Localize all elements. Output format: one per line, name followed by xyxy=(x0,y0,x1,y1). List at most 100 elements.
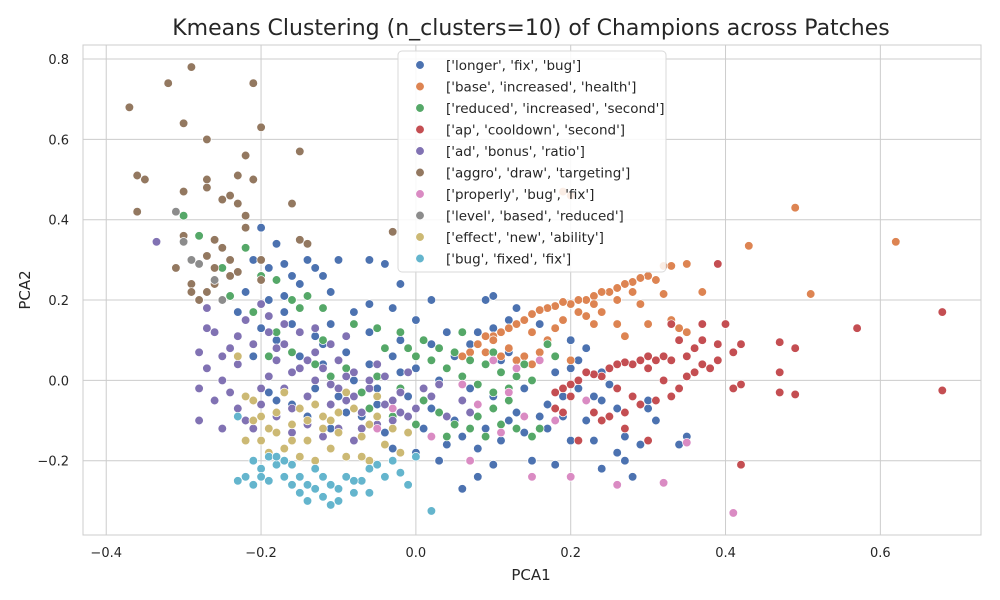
data-point xyxy=(550,367,560,377)
data-point xyxy=(217,263,227,273)
data-point xyxy=(318,335,328,345)
data-point xyxy=(627,287,638,297)
data-point xyxy=(937,307,947,317)
data-point xyxy=(287,480,297,490)
data-point xyxy=(465,383,475,394)
data-point xyxy=(573,355,584,365)
data-point xyxy=(535,423,545,434)
data-point xyxy=(395,448,406,458)
data-point xyxy=(627,277,638,287)
data-point xyxy=(527,431,537,442)
data-point xyxy=(442,327,452,337)
data-point xyxy=(248,456,258,466)
data-point xyxy=(566,379,576,390)
data-point xyxy=(426,339,437,349)
data-point xyxy=(326,339,336,349)
data-point xyxy=(496,367,506,377)
data-point xyxy=(357,431,367,442)
data-point xyxy=(310,375,320,386)
legend-label: ['effect', 'new', 'ability'] xyxy=(446,230,604,246)
data-point xyxy=(395,387,406,398)
data-point xyxy=(202,174,212,185)
data-point xyxy=(589,391,599,402)
data-point xyxy=(217,351,227,361)
data-point xyxy=(488,387,498,398)
data-point xyxy=(217,295,227,305)
data-point xyxy=(256,411,266,422)
data-point xyxy=(310,359,320,369)
data-point xyxy=(674,335,684,345)
data-point xyxy=(790,343,800,353)
data-point xyxy=(852,323,862,333)
data-point xyxy=(411,351,421,361)
data-point xyxy=(202,323,212,333)
data-point xyxy=(566,435,576,446)
data-point xyxy=(403,367,413,377)
data-point xyxy=(620,279,630,289)
data-point xyxy=(434,407,444,418)
data-point xyxy=(248,255,258,265)
data-point xyxy=(240,415,251,426)
data-point xyxy=(326,500,336,510)
series-3 xyxy=(550,259,947,470)
y-axis-label: PCA2 xyxy=(16,270,34,309)
data-point xyxy=(225,271,235,281)
data-point xyxy=(271,327,282,337)
data-point xyxy=(457,431,467,442)
data-point xyxy=(480,295,491,305)
data-point xyxy=(581,395,591,406)
data-point xyxy=(488,347,498,357)
data-point xyxy=(488,291,498,301)
data-point xyxy=(233,359,243,369)
data-point xyxy=(566,391,576,402)
data-point xyxy=(357,423,367,434)
data-point xyxy=(287,367,297,377)
data-point xyxy=(426,431,437,442)
data-point xyxy=(604,287,615,297)
data-point xyxy=(333,355,344,365)
data-point xyxy=(682,327,692,337)
data-point xyxy=(612,448,622,458)
legend-label: ['base', 'increased', 'health'] xyxy=(446,80,636,96)
data-point xyxy=(279,443,289,454)
data-point xyxy=(535,355,545,365)
data-point xyxy=(527,359,537,369)
data-point xyxy=(357,476,367,486)
data-point xyxy=(403,427,413,438)
data-point xyxy=(364,327,375,337)
data-point xyxy=(589,435,599,446)
data-point xyxy=(225,190,235,201)
data-point xyxy=(566,355,576,365)
data-point xyxy=(326,379,336,390)
data-point xyxy=(511,371,522,382)
data-point xyxy=(496,351,506,361)
data-point xyxy=(264,263,274,273)
data-point xyxy=(302,291,313,301)
data-point xyxy=(256,383,266,394)
data-point xyxy=(403,480,413,490)
data-point xyxy=(504,323,514,333)
data-point xyxy=(558,407,568,418)
legend-label: ['reduced', 'increased', 'second'] xyxy=(446,101,665,117)
data-point xyxy=(535,347,545,357)
data-point xyxy=(233,411,243,422)
data-point xyxy=(566,335,576,345)
data-point xyxy=(256,122,266,132)
data-point xyxy=(511,407,522,418)
data-point xyxy=(395,367,406,377)
data-point xyxy=(542,339,553,349)
data-point xyxy=(511,303,522,313)
data-point xyxy=(597,371,607,382)
legend: ['longer', 'fix', 'bug'] ['base', 'increa… xyxy=(397,50,667,273)
data-point xyxy=(279,307,289,317)
data-point xyxy=(279,339,289,349)
series-4 xyxy=(151,237,475,446)
data-point xyxy=(256,275,266,285)
data-point xyxy=(519,351,529,361)
data-point xyxy=(473,411,483,422)
data-point xyxy=(635,439,646,450)
data-point xyxy=(380,371,390,382)
data-point xyxy=(240,435,251,446)
data-point xyxy=(194,295,204,305)
data-point xyxy=(186,62,197,72)
